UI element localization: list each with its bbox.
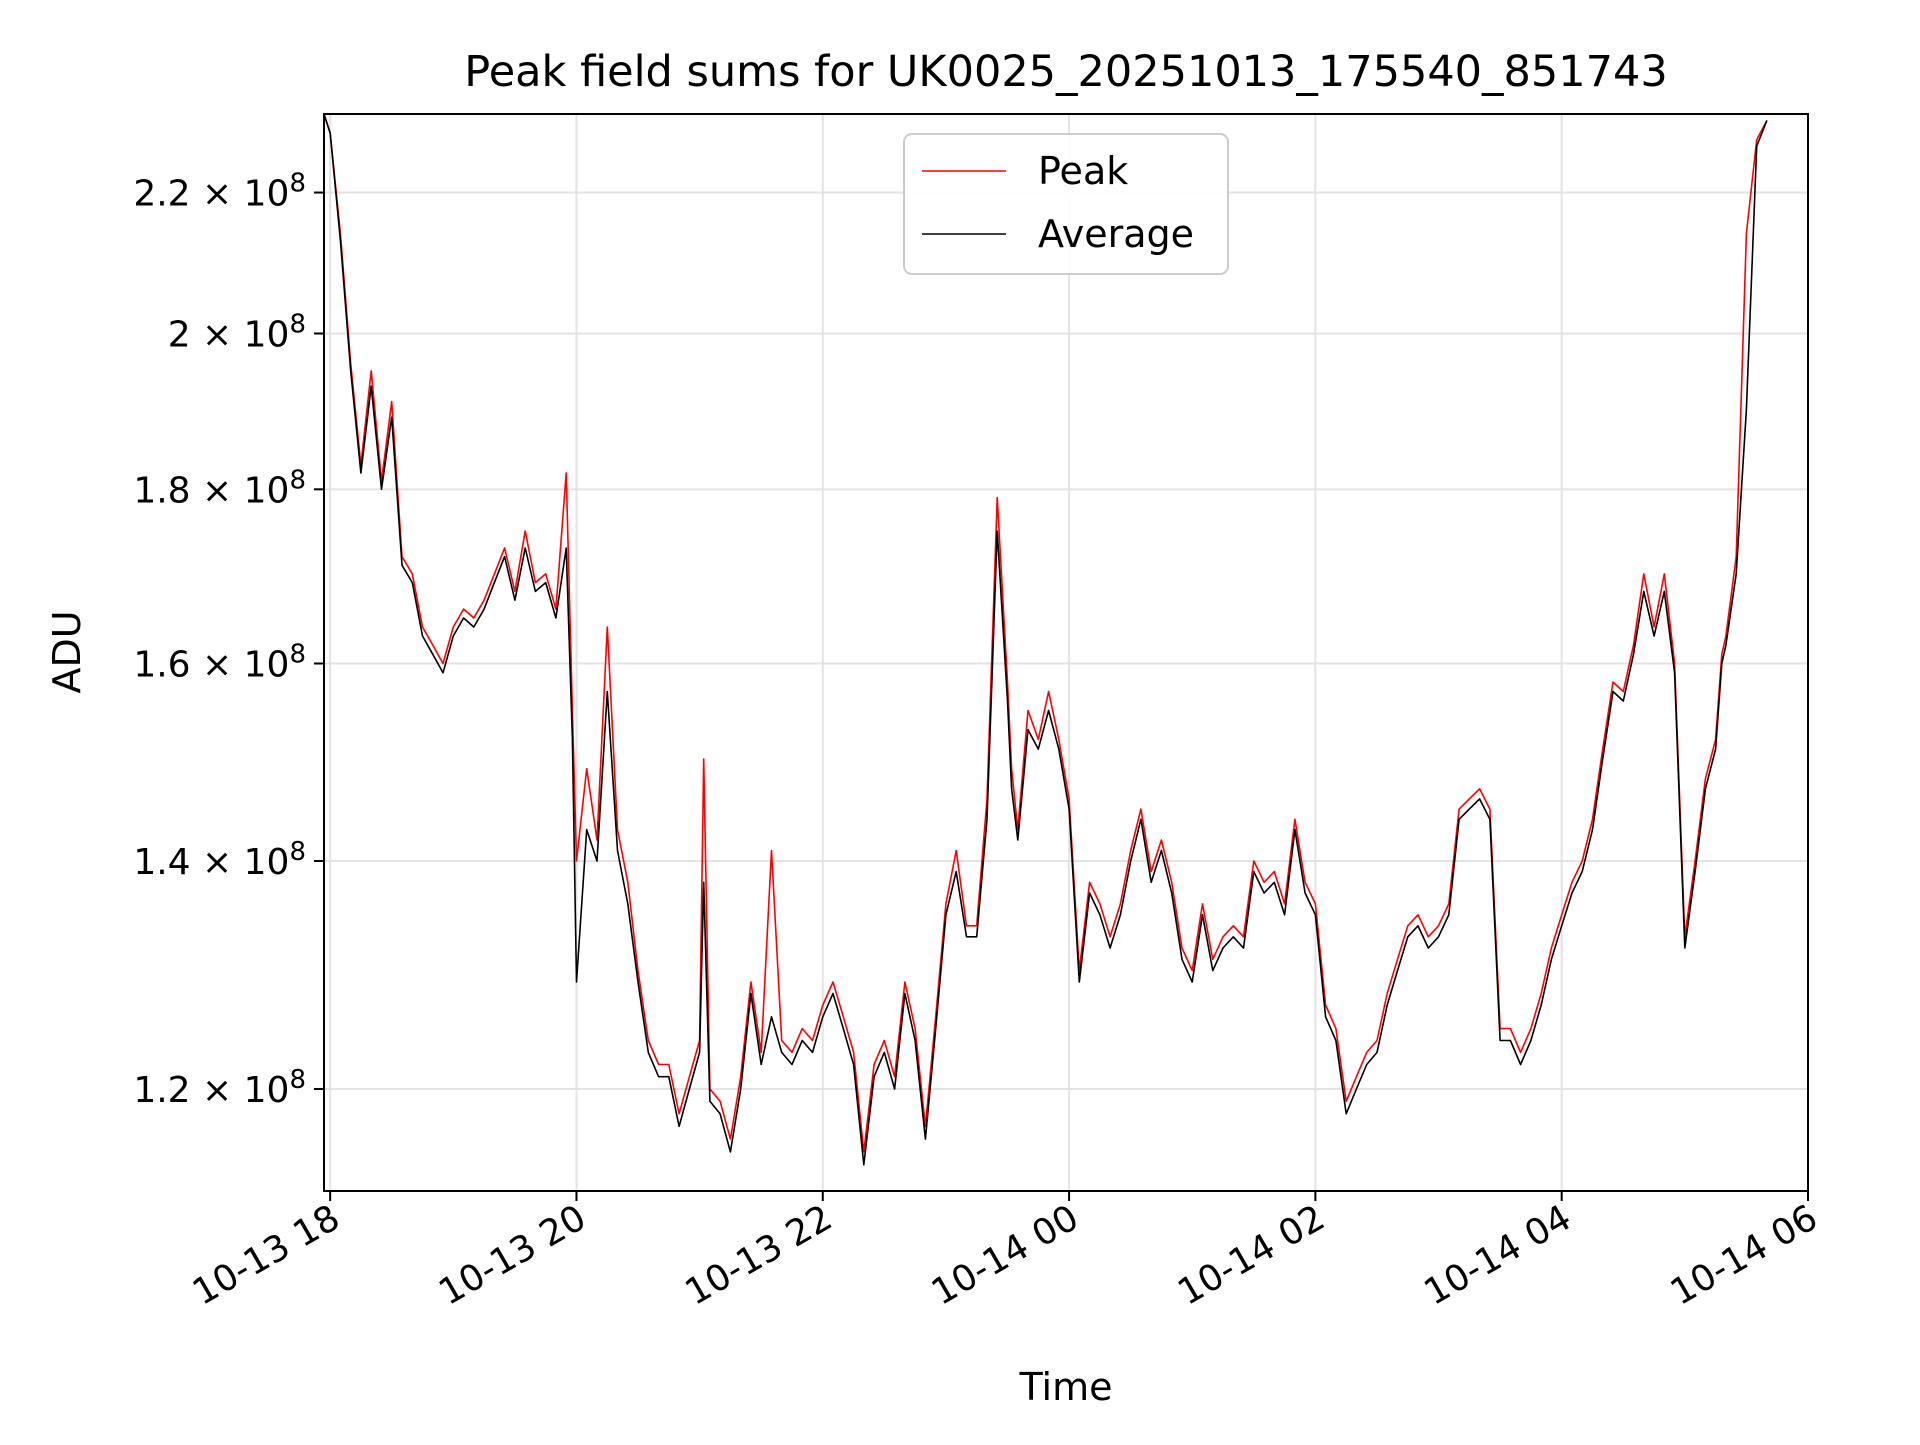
series-line-peak <box>323 113 1768 1153</box>
series-group <box>323 113 1768 1166</box>
y-tick-label: 1.2 × 108 <box>133 1065 306 1111</box>
y-axis-label: ADU <box>45 610 89 693</box>
legend-box <box>903 133 1229 275</box>
grid-lines <box>324 114 1809 1191</box>
y-tick-label: 2.2 × 108 <box>133 169 306 215</box>
y-tick-label: 1.8 × 108 <box>133 465 306 511</box>
y-axis: 1.2 × 108 1.4 × 108 1.6 × 108 1.8 × 108 2 × … <box>133 169 324 1111</box>
series-line-average <box>323 113 1768 1166</box>
chart-title: Peak field sums for UK0025_20251013_1755… <box>464 47 1667 97</box>
plot-area-frame <box>323 113 1809 1192</box>
y-tick-label: 1.6 × 108 <box>133 640 306 686</box>
legend: Peak Average <box>903 133 1229 275</box>
legend-label-average: Average <box>1038 212 1194 256</box>
x-axis-label: Time <box>1019 1365 1113 1409</box>
legend-label-peak: Peak <box>1038 149 1128 193</box>
y-tick-label: 2 × 108 <box>168 310 306 356</box>
y-tick-label: 1.4 × 108 <box>133 837 306 883</box>
